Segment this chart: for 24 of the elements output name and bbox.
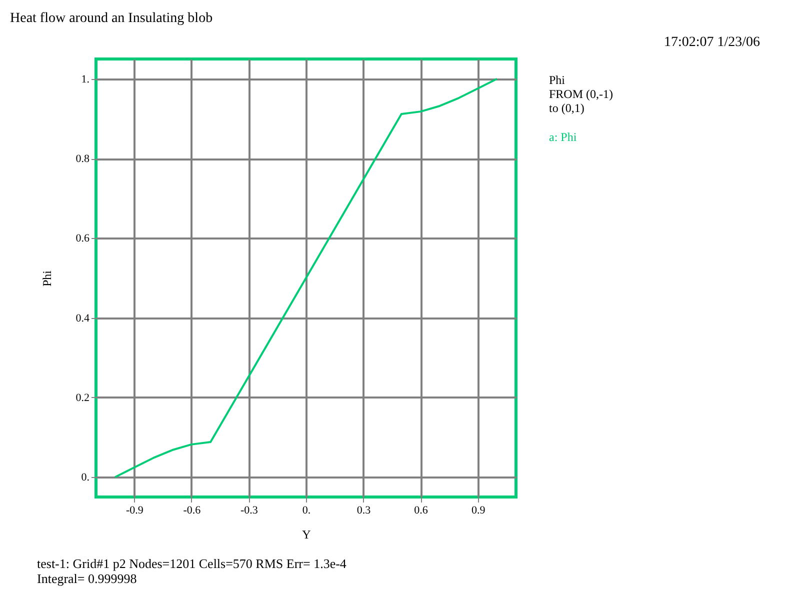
chart-title: Heat flow around an Insulating blob bbox=[10, 11, 213, 26]
y-tick-label: 0. bbox=[81, 472, 90, 484]
text: test-1: Grid#1 p2 Nodes=1201 Cells=570 RMS Err= 1.3e-4 bbox=[37, 556, 347, 571]
text: Integral= 0.999998 bbox=[37, 571, 137, 586]
text: 17:02:07 1/23/06 bbox=[664, 35, 760, 50]
x-tick-label: 0.6 bbox=[414, 504, 428, 516]
y-tick-label: 1. bbox=[81, 73, 90, 86]
text: FROM (0,-1) bbox=[549, 87, 614, 101]
text: Phi bbox=[549, 73, 566, 87]
line-series bbox=[114, 78, 498, 478]
y-tick-label: 0.4 bbox=[76, 312, 90, 324]
y-tick-label: 0.8 bbox=[76, 153, 90, 166]
text: to (0,1) bbox=[549, 101, 584, 115]
x-tick-label: -0.3 bbox=[240, 504, 258, 516]
y-axis-title: Phi bbox=[40, 270, 54, 287]
y-tick-label: 0.6 bbox=[76, 232, 90, 245]
y-tick-label: 0.2 bbox=[76, 392, 90, 404]
x-tick-label: -0.6 bbox=[183, 504, 202, 516]
x-axis-title: Y bbox=[302, 528, 312, 542]
x-tick-label: 0.3 bbox=[356, 504, 372, 516]
text: a: Phi bbox=[549, 130, 578, 144]
x-tick-label: 0. bbox=[302, 504, 311, 516]
x-tick-label: -0.9 bbox=[126, 504, 144, 516]
x-tick-label: 0.9 bbox=[471, 504, 486, 516]
